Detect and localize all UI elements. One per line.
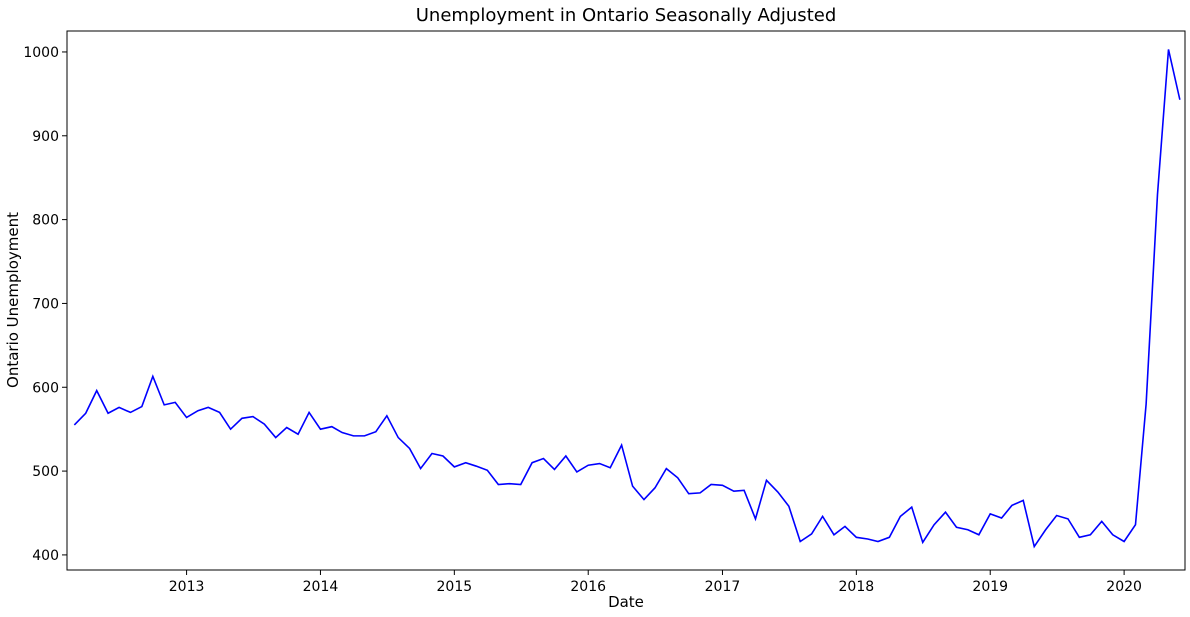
y-tick-label: 600	[32, 380, 59, 396]
plot-frame	[66, 30, 1186, 571]
x-tick-label: 2013	[169, 579, 205, 595]
x-tick-label: 2015	[437, 579, 473, 595]
x-tick-label: 2018	[839, 579, 875, 595]
x-axis-label: Date	[608, 593, 644, 611]
x-tick-label: 2014	[303, 579, 339, 595]
chart-title: Unemployment in Ontario Seasonally Adjus…	[416, 5, 837, 26]
x-tick-label: 2020	[1106, 579, 1142, 595]
y-tick-label: 700	[32, 296, 59, 312]
y-tick-label: 400	[32, 548, 59, 564]
y-tick-label: 900	[32, 129, 59, 145]
x-tick-label: 2019	[972, 579, 1008, 595]
x-tick-label: 2017	[705, 579, 741, 595]
y-tick-label: 800	[32, 213, 59, 229]
y-axis-label: Ontario Unemployment	[4, 212, 22, 388]
x-tick-label: 2016	[570, 579, 606, 595]
y-axis: 400 500 600 700 800 900 1000	[23, 45, 67, 564]
y-tick-label: 500	[32, 464, 59, 480]
y-tick-label: 1000	[23, 45, 59, 61]
series-line	[73, 49, 1181, 549]
x-axis: 2013 2014 2015 2016 2017 2018 2019 2020	[169, 570, 1142, 595]
